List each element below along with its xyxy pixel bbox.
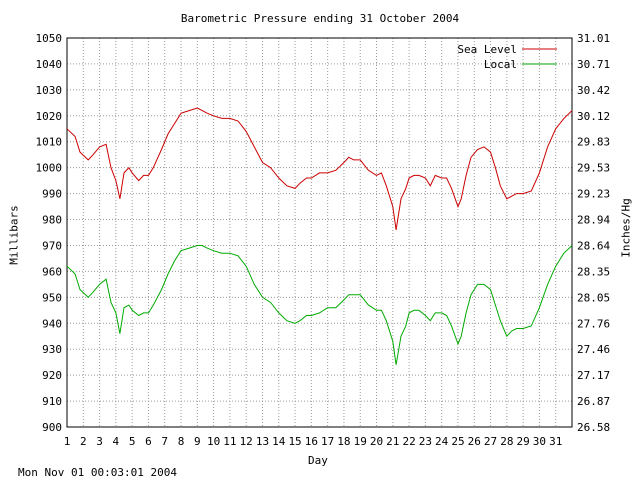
y-tick-label-left: 1040 [36, 58, 63, 71]
x-tick-label: 9 [194, 435, 201, 448]
chart-title: Barometric Pressure ending 31 October 20… [180, 12, 460, 25]
y-tick-label-left: 1010 [36, 136, 63, 149]
y-tick-label-left: 1000 [36, 162, 63, 175]
x-tick-label: 15 [288, 435, 301, 448]
y-tick-label-left: 940 [42, 317, 62, 330]
x-tick-label: 4 [113, 435, 120, 448]
y-tick-label-right: 29.23 [577, 188, 610, 201]
y-tick-label-left: 990 [42, 188, 62, 201]
series-line [66, 245, 573, 365]
y-tick-label-left: 1030 [36, 84, 63, 97]
x-tick-label: 7 [161, 435, 168, 448]
x-tick-label: 27 [484, 435, 497, 448]
timestamp: Mon Nov 01 00:03:01 2004 [18, 466, 177, 479]
y-tick-label-left: 970 [42, 239, 62, 252]
x-tick-label: 13 [256, 435, 269, 448]
x-tick-label: 12 [240, 435, 253, 448]
x-tick-label: 19 [354, 435, 367, 448]
y-tick-label-right: 27.17 [577, 369, 610, 382]
legend-label: Local [484, 58, 517, 71]
x-tick-label: 2 [80, 435, 87, 448]
x-tick-label: 14 [272, 435, 286, 448]
y-tick-label-right: 31.01 [577, 32, 610, 45]
x-tick-label: 31 [549, 435, 562, 448]
y-tick-label-right: 27.76 [577, 317, 610, 330]
y-tick-label-right: 30.71 [577, 58, 610, 71]
y-tick-label-left: 920 [42, 369, 62, 382]
y-tick-label-right: 28.35 [577, 265, 610, 278]
y-tick-label-right: 28.05 [577, 291, 610, 304]
x-tick-label: 21 [386, 435, 399, 448]
x-tick-label: 26 [468, 435, 481, 448]
x-tick-label: 20 [370, 435, 383, 448]
x-tick-label: 23 [419, 435, 432, 448]
x-tick-label: 22 [402, 435, 415, 448]
x-tick-label: 3 [96, 435, 103, 448]
y-tick-label-left: 910 [42, 395, 62, 408]
x-tick-label: 18 [337, 435, 350, 448]
y-tick-label-right: 26.87 [577, 395, 610, 408]
x-tick-label: 16 [305, 435, 318, 448]
series-line [66, 107, 573, 230]
plot-frame [66, 37, 573, 428]
legend-label: Sea Level [457, 43, 517, 56]
x-tick-label: 8 [178, 435, 185, 448]
y-tick-label-left: 980 [42, 214, 62, 227]
x-tick-label: 24 [435, 435, 449, 448]
y-tick-label-right: 28.64 [577, 239, 610, 252]
y-tick-label-left: 1050 [36, 32, 63, 45]
y-tick-label-right: 28.94 [577, 214, 610, 227]
y-tick-label-left: 900 [42, 421, 62, 434]
y-tick-label-right: 29.53 [577, 162, 610, 175]
y-tick-label-right: 30.12 [577, 110, 610, 123]
y-tick-label-left: 960 [42, 265, 62, 278]
x-tick-label: 1 [64, 435, 71, 448]
x-tick-label: 17 [321, 435, 334, 448]
x-tick-label: 11 [223, 435, 236, 448]
x-tick-label: 10 [207, 435, 220, 448]
x-tick-label: 5 [129, 435, 136, 448]
x-tick-label: 30 [533, 435, 546, 448]
x-axis-label: Day [308, 454, 328, 467]
y-tick-label-right: 27.46 [577, 343, 610, 356]
x-tick-label: 25 [451, 435, 464, 448]
y-tick-label-left: 950 [42, 291, 62, 304]
y-tick-label-left: 1020 [36, 110, 63, 123]
y-tick-label-right: 30.42 [577, 84, 610, 97]
x-tick-label: 29 [517, 435, 530, 448]
y-tick-label-right: 26.58 [577, 421, 610, 434]
x-tick-label: 6 [145, 435, 152, 448]
x-tick-label: 28 [500, 435, 513, 448]
y-tick-label-right: 29.83 [577, 136, 610, 149]
y-tick-label-left: 930 [42, 343, 62, 356]
